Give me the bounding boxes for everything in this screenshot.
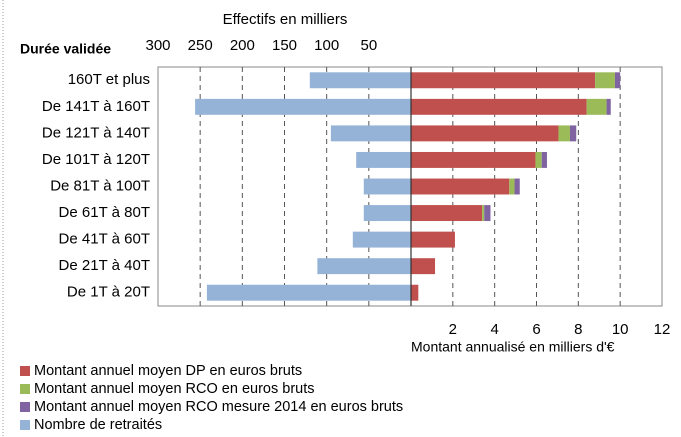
bar — [317, 258, 411, 275]
x-axis-title: Montant annualisé en milliers d'€ — [411, 339, 615, 355]
bar — [411, 258, 436, 275]
category-label: 160T et plus — [68, 71, 150, 88]
legend-label: Montant annuel moyen RCO mesure 2014 en … — [34, 399, 403, 415]
x-tick-label: 10 — [612, 321, 629, 338]
plot-frame — [157, 66, 663, 307]
left-tick-label: 200 — [230, 37, 255, 54]
bar — [558, 125, 570, 142]
x-tick-label: 6 — [532, 321, 540, 338]
bar — [411, 98, 587, 115]
category-label: De 1T à 20T — [67, 284, 150, 301]
bar — [195, 98, 411, 115]
bar — [514, 178, 520, 195]
left-tick-label: 250 — [188, 37, 213, 54]
x-tick-label: 12 — [654, 321, 671, 338]
bar — [356, 151, 411, 168]
left-tick-label: 150 — [272, 37, 297, 54]
legend-label: Nombre de retraités — [34, 417, 162, 433]
bar — [206, 284, 411, 301]
bar — [606, 98, 611, 115]
bar — [484, 205, 491, 222]
legend-label: Montant annuel moyen RCO en euros bruts — [34, 381, 314, 397]
bar — [541, 151, 547, 168]
bar — [586, 98, 607, 115]
category-title: Durée validée — [20, 41, 111, 57]
bar — [411, 231, 455, 248]
category-label: De 41T à 60T — [59, 231, 150, 248]
legend-label: Montant annuel moyen DP en euros bruts — [34, 363, 302, 379]
bar — [509, 178, 515, 195]
bar — [309, 72, 411, 89]
category-label: De 121T à 140T — [42, 124, 150, 141]
bar — [363, 205, 411, 222]
bar — [411, 125, 559, 142]
bar — [363, 178, 411, 195]
category-label: De 141T à 160T — [42, 98, 150, 115]
bar — [569, 125, 577, 142]
bar — [614, 72, 621, 89]
left-tick-label: 100 — [314, 37, 339, 54]
legend-swatch — [20, 402, 30, 412]
x-tick-label: 8 — [574, 321, 582, 338]
legend-swatch — [20, 420, 30, 430]
x-tick-label: 2 — [449, 321, 457, 338]
legend-swatch — [20, 366, 30, 376]
category-label: De 101T à 120T — [42, 151, 150, 168]
bar — [411, 72, 596, 89]
bar — [411, 178, 510, 195]
bar — [352, 231, 411, 248]
category-label: De 81T à 100T — [50, 177, 150, 194]
x-tick-label: 4 — [490, 321, 498, 338]
bar — [411, 151, 536, 168]
bar — [535, 151, 542, 168]
bar — [411, 284, 419, 301]
bar — [482, 205, 485, 222]
bar — [330, 125, 411, 142]
left-axis-title: Effectifs en milliers — [223, 11, 348, 28]
bar — [595, 72, 615, 89]
left-tick-label: 300 — [145, 37, 170, 54]
category-label: De 21T à 40T — [59, 257, 150, 274]
left-tick-label: 50 — [360, 37, 377, 54]
category-label: De 61T à 80T — [59, 204, 150, 221]
legend-swatch — [20, 384, 30, 394]
bar — [411, 205, 483, 222]
